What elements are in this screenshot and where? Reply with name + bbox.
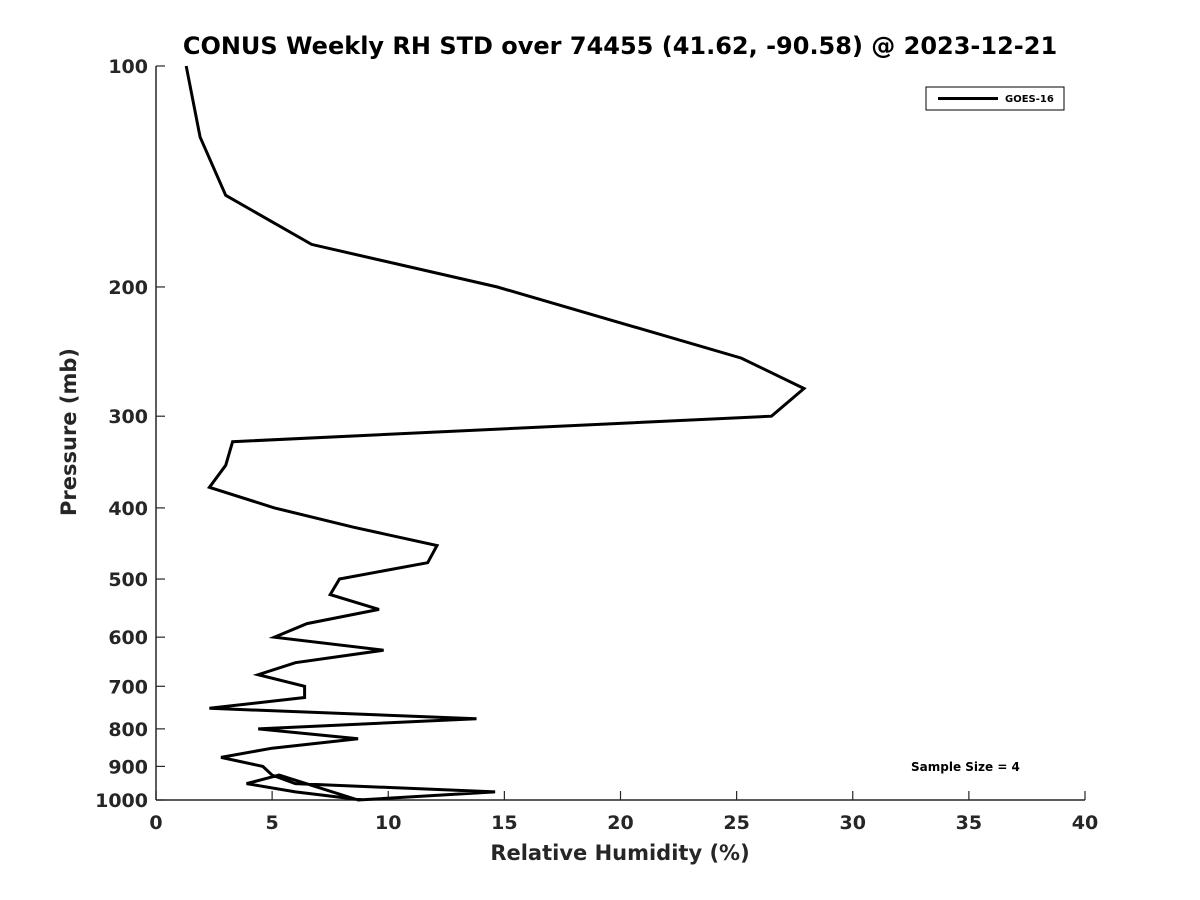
y-tick-label: 1000 <box>95 790 148 812</box>
y-tick-label: 600 <box>108 627 148 649</box>
y-tick-label: 100 <box>108 56 148 78</box>
chart-title: CONUS Weekly RH STD over 74455 (41.62, -… <box>183 32 1057 60</box>
x-tick-label: 35 <box>956 812 982 834</box>
series-line-goes-16 <box>184 65 807 802</box>
x-tick-label: 0 <box>149 812 162 834</box>
legend-label-goes-16: GOES-16 <box>1005 94 1054 105</box>
y-axis-label: Pressure (mb) <box>57 348 81 516</box>
x-axis-label: Relative Humidity (%) <box>490 841 749 865</box>
sample-size-annotation: Sample Size = 4 <box>911 760 1020 774</box>
x-axis-ticks: 0 5 10 15 20 25 30 35 40 <box>149 791 1098 834</box>
series-layer <box>184 65 807 802</box>
y-tick-label: 200 <box>108 277 148 299</box>
x-tick-label: 30 <box>840 812 866 834</box>
y-tick-label: 900 <box>108 756 148 778</box>
y-tick-label: 300 <box>108 406 148 428</box>
x-tick-label: 15 <box>491 812 517 834</box>
x-tick-label: 25 <box>723 812 749 834</box>
y-tick-label: 800 <box>108 719 148 741</box>
y-tick-label: 500 <box>108 569 148 591</box>
y-tick-label: 700 <box>108 676 148 698</box>
x-tick-label: 20 <box>607 812 633 834</box>
y-tick-label: 400 <box>108 498 148 520</box>
x-tick-label: 5 <box>266 812 279 834</box>
legend: GOES-16 <box>925 86 1065 111</box>
y-axis-ticks: 100 200 300 400 500 600 700 800 900 1000 <box>95 56 165 812</box>
x-tick-label: 40 <box>1072 812 1098 834</box>
x-tick-label: 10 <box>375 812 401 834</box>
